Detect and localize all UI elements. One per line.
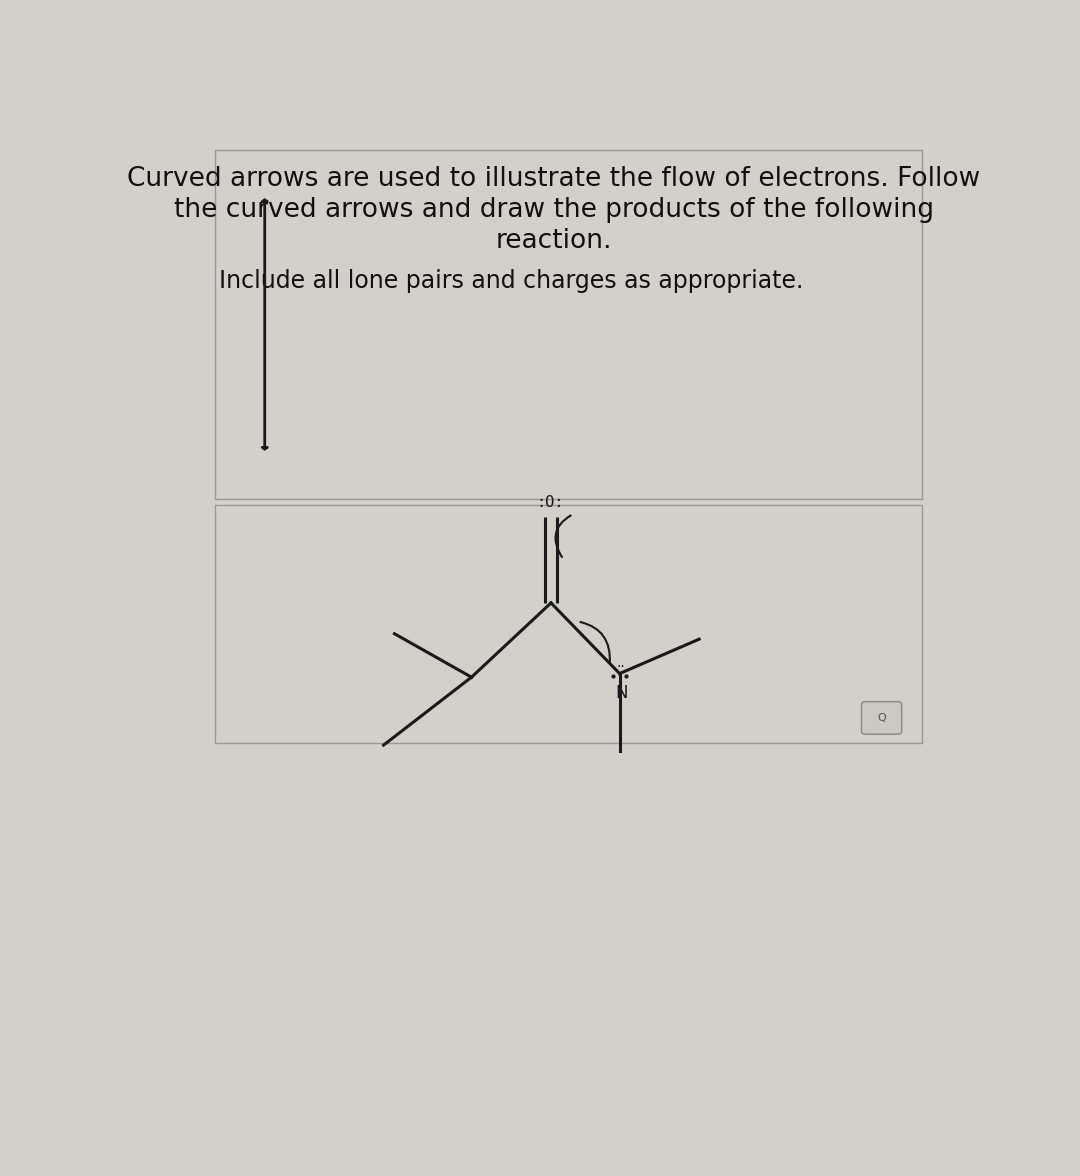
FancyArrowPatch shape (581, 622, 610, 663)
Text: reaction.: reaction. (496, 228, 611, 254)
Text: the curved arrows and draw the products of the following: the curved arrows and draw the products … (174, 196, 933, 223)
Text: :O:: :O: (537, 495, 564, 509)
Bar (215, 151, 922, 499)
Text: Curved arrows are used to illustrate the flow of electrons. Follow: Curved arrows are used to illustrate the… (126, 166, 981, 192)
Text: ··: ·· (617, 661, 625, 675)
FancyArrowPatch shape (555, 515, 570, 557)
Text: Include all lone pairs and charges as appropriate.: Include all lone pairs and charges as ap… (218, 269, 804, 294)
Text: N: N (615, 684, 627, 702)
Bar (215, 506, 922, 743)
FancyBboxPatch shape (862, 702, 902, 734)
Text: Q: Q (877, 713, 886, 723)
